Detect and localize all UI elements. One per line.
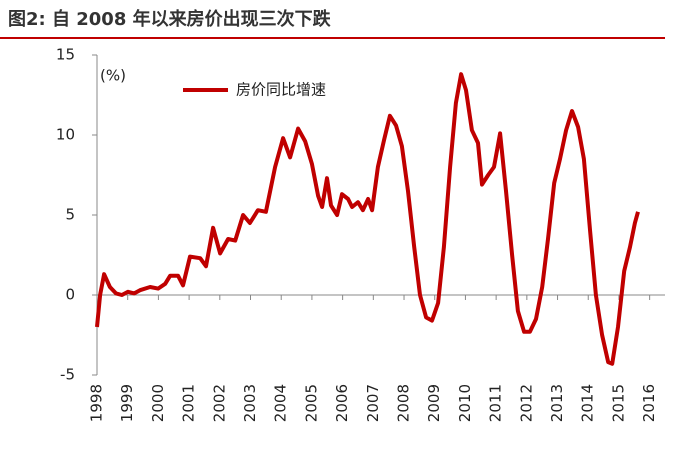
x-tick-label: 1998 <box>88 384 106 422</box>
x-tick-label: 2000 <box>149 384 167 422</box>
x-tick-label: 2015 <box>609 384 627 422</box>
x-tick-label: 2003 <box>241 384 259 422</box>
x-tick-label: 2006 <box>333 384 351 422</box>
data-line <box>95 72 640 366</box>
y-tick-label: 10 <box>56 126 75 144</box>
x-tick-label: 2002 <box>210 384 228 422</box>
x-tick-label: 2008 <box>395 384 413 422</box>
x-tick-label: 2011 <box>487 384 505 422</box>
x-tick-label: 2005 <box>302 384 320 422</box>
y-axis-label: (%) <box>100 67 126 85</box>
chart-title: 图2: 自 2008 年以来房价出现三次下跌 <box>8 8 332 30</box>
y-tick-label: 15 <box>56 46 75 64</box>
x-tick-label: 1999 <box>118 384 136 422</box>
y-tick-label: 0 <box>65 286 75 304</box>
x-tick-label: 2001 <box>180 384 198 422</box>
x-tick-label: 2007 <box>364 384 382 422</box>
x-tick-label: 2010 <box>456 384 474 422</box>
y-tick-label: -5 <box>60 366 75 384</box>
x-tick-label: 2013 <box>548 384 566 422</box>
x-tick-label: 2004 <box>272 384 290 422</box>
x-tick-label: 2016 <box>640 384 658 422</box>
x-tick-label: 2012 <box>517 384 535 422</box>
x-tick-label: 2009 <box>425 384 443 422</box>
x-tick-label: 2014 <box>579 384 597 422</box>
y-tick-label: 5 <box>65 206 75 224</box>
legend-label: 房价同比增速 <box>236 81 326 99</box>
